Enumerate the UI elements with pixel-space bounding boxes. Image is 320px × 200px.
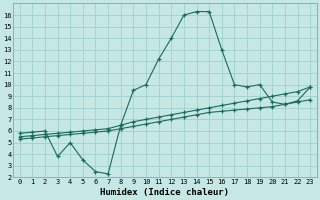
X-axis label: Humidex (Indice chaleur): Humidex (Indice chaleur) xyxy=(100,188,229,197)
